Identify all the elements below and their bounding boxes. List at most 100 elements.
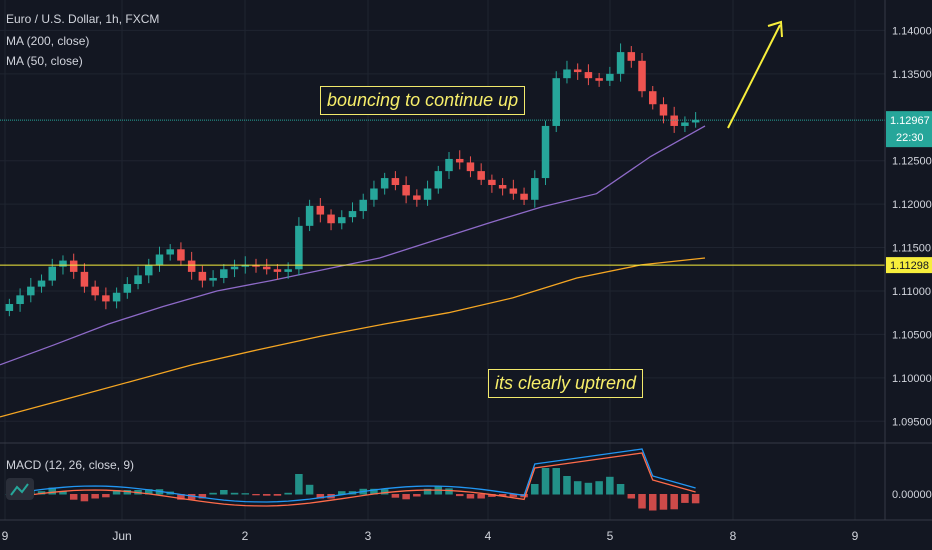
candle-body bbox=[423, 188, 432, 200]
candle-body bbox=[402, 185, 410, 196]
macd-histogram-bar bbox=[284, 492, 292, 495]
time-tick-label: 9 bbox=[2, 529, 9, 543]
time-tick-label: 8 bbox=[730, 529, 737, 543]
candle-body bbox=[531, 178, 539, 200]
ma50-legend: MA (50, close) bbox=[6, 54, 83, 68]
macd-histogram-bar bbox=[230, 492, 239, 495]
macd-histogram-bar bbox=[498, 494, 507, 497]
candle-body bbox=[155, 254, 164, 265]
candle-body bbox=[48, 266, 57, 281]
macd-histogram-bar bbox=[69, 494, 78, 500]
macd-histogram-bar bbox=[584, 482, 593, 495]
ma200-line bbox=[0, 257, 706, 418]
candle-body bbox=[112, 292, 121, 302]
macd-histogram-bar bbox=[123, 490, 132, 495]
macd-histogram-bar bbox=[102, 494, 110, 498]
candle-body bbox=[177, 249, 185, 261]
macd-histogram-bar bbox=[262, 494, 271, 496]
ma200-legend: MA (200, close) bbox=[6, 34, 90, 48]
candle-body bbox=[563, 69, 571, 79]
macd-line bbox=[9, 448, 696, 503]
candle-body bbox=[498, 185, 507, 189]
price-tick-label: 1.11000 bbox=[892, 286, 931, 298]
candle-body bbox=[187, 260, 196, 272]
candle-body bbox=[59, 260, 67, 267]
macd-histogram-bar bbox=[209, 492, 217, 495]
price-pane bbox=[0, 20, 885, 418]
macd-histogram-bar bbox=[402, 494, 410, 500]
candle-body bbox=[670, 115, 678, 126]
ma50-line bbox=[0, 125, 706, 366]
annotation-uptrend: its clearly uptrend bbox=[488, 369, 644, 398]
macd-histogram-bar bbox=[477, 494, 485, 499]
candle-body bbox=[134, 275, 142, 285]
candle-body bbox=[681, 122, 689, 126]
macd-histogram-bar bbox=[531, 484, 539, 495]
macd-histogram-bar bbox=[445, 488, 453, 495]
macd-histogram-bar bbox=[595, 481, 603, 495]
macd-histogram-bar bbox=[573, 481, 582, 495]
candle-body bbox=[606, 73, 614, 81]
candle-body bbox=[166, 249, 174, 255]
macd-histogram-bar bbox=[423, 488, 432, 495]
candle-body bbox=[230, 266, 239, 270]
tv-logo-icon bbox=[10, 483, 29, 496]
candle-body bbox=[16, 295, 24, 305]
price-tick-label: 1.13500 bbox=[892, 69, 932, 81]
candle-body bbox=[541, 125, 550, 179]
candle-body bbox=[434, 171, 443, 189]
macd-histogram-bar bbox=[681, 494, 689, 503]
macd-histogram-bar bbox=[659, 494, 668, 510]
macd-histogram-bar bbox=[691, 494, 700, 504]
price-tick-label: 1.09500 bbox=[892, 416, 932, 428]
macd-histogram-bar bbox=[563, 476, 571, 495]
macd-histogram-bar bbox=[198, 494, 207, 499]
price-tick-label: 1.11500 bbox=[892, 243, 931, 255]
candle-body bbox=[338, 217, 346, 224]
candle-body bbox=[691, 119, 700, 123]
candle-body bbox=[509, 188, 518, 194]
level-price-badge bbox=[886, 257, 932, 274]
candle-body bbox=[220, 269, 228, 278]
current-price-label: 1.12967 bbox=[890, 115, 930, 127]
macd-signal-line bbox=[9, 452, 696, 507]
time-tick-label: 2 bbox=[242, 529, 249, 543]
macd-histogram-bar bbox=[91, 494, 99, 499]
time-tick-label: 3 bbox=[365, 529, 372, 543]
macd-histogram-bar bbox=[316, 494, 325, 499]
macd-histogram-bar bbox=[112, 490, 121, 495]
candle-body bbox=[552, 78, 560, 126]
price-tick-label: 1.10000 bbox=[892, 373, 932, 385]
candle-body bbox=[209, 277, 217, 281]
candle-body bbox=[252, 264, 260, 267]
candle-body bbox=[284, 269, 292, 272]
macd-histogram-bar bbox=[466, 494, 475, 499]
time-tick-label: Jun bbox=[112, 529, 131, 543]
macd-histogram-bar bbox=[380, 489, 389, 495]
candle-body bbox=[584, 72, 593, 79]
time-tick-label: 5 bbox=[607, 529, 614, 543]
macd-histogram-bar bbox=[638, 494, 646, 509]
candle-body bbox=[616, 52, 625, 74]
candle-body bbox=[455, 158, 464, 163]
candle-body bbox=[80, 271, 89, 287]
macd-histogram-bar bbox=[509, 494, 518, 497]
candle-body bbox=[27, 286, 35, 296]
candle-body bbox=[91, 286, 99, 296]
macd-histogram-bar bbox=[80, 494, 89, 502]
time-tick-label: 4 bbox=[485, 529, 492, 543]
projection-arrow-shaft bbox=[727, 24, 781, 129]
price-tick-label: 1.14000 bbox=[892, 25, 932, 37]
macd-histogram-bar bbox=[552, 468, 560, 495]
macd-histogram-bar bbox=[220, 490, 228, 495]
candle-body bbox=[5, 304, 14, 311]
candle-body bbox=[359, 199, 367, 212]
candle-body bbox=[198, 271, 207, 281]
candle-body bbox=[295, 225, 303, 270]
current-price-badge bbox=[886, 111, 932, 148]
annotation-bounce: bouncing to continue up bbox=[320, 86, 526, 115]
price-tick-label: 1.10500 bbox=[892, 329, 932, 341]
